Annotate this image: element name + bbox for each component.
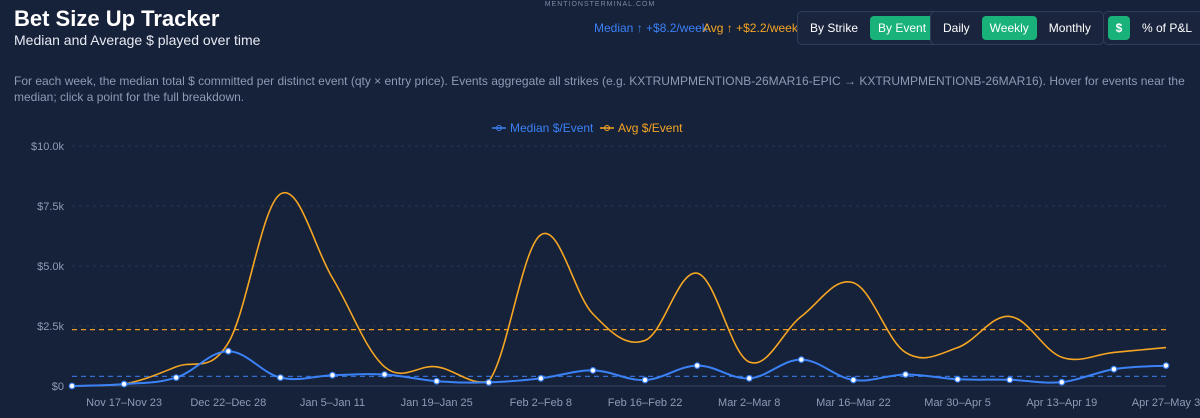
median-data-point[interactable] <box>693 362 701 370</box>
weekly-button[interactable]: Weekly <box>981 16 1037 40</box>
median-data-point[interactable] <box>381 371 388 378</box>
page-title: Bet Size Up Tracker <box>14 6 220 31</box>
y-tick-label: $10.0k <box>31 141 65 153</box>
legend-avg-label[interactable]: Avg $/Event <box>618 121 683 135</box>
median-data-point[interactable] <box>329 371 336 379</box>
legend-median-marker <box>496 125 502 131</box>
by-event-button[interactable]: By Event <box>870 16 935 40</box>
median-data-point[interactable] <box>276 374 284 382</box>
median-data-point[interactable] <box>902 371 909 378</box>
legend-median-label[interactable]: Median $/Event <box>510 121 594 135</box>
pnl-percent-button[interactable]: % of P&L <box>1142 21 1193 35</box>
mode-toggle: $ % of P&L <box>1103 11 1200 45</box>
x-tick-label: Feb 2–Feb 8 <box>510 397 572 409</box>
x-tick-label: Jan 5–Jan 11 <box>300 397 365 409</box>
median-data-point[interactable] <box>1006 376 1014 384</box>
median-data-point[interactable] <box>120 380 128 388</box>
chart-description: For each week, the median total $ commit… <box>14 74 1185 104</box>
median-data-point[interactable] <box>1110 365 1118 373</box>
y-axis-ticks: $0 $2.5k $5.0k $7.5k $10.0k <box>31 141 65 393</box>
x-tick-label: Dec 22–Dec 28 <box>190 397 266 409</box>
x-tick-label: Nov 17–Nov 23 <box>86 397 162 409</box>
x-axis-ticks: Nov 17–Nov 23 Dec 22–Dec 28 Jan 5–Jan 11 Ja… <box>86 397 1200 409</box>
x-tick-label: Mar 2–Mar 8 <box>718 397 780 409</box>
x-tick-label: Mar 16–Mar 22 <box>816 397 891 409</box>
median-data-point[interactable] <box>954 375 962 383</box>
daily-button[interactable]: Daily <box>943 21 970 35</box>
median-data-point[interactable] <box>589 366 597 374</box>
median-data-point[interactable] <box>68 382 76 390</box>
x-tick-label: Jan 19–Jan 25 <box>401 397 473 409</box>
median-data-point[interactable] <box>850 376 857 384</box>
x-tick-label: Apr 27–May 3 <box>1132 397 1200 409</box>
x-tick-label: Feb 16–Feb 22 <box>608 397 683 409</box>
avg-trend: Avg ↑ +$2.2/week <box>703 21 798 35</box>
chart-legend: Median $/Event Avg $/Event <box>492 121 683 135</box>
grouping-toggle: By Strike By Event <box>797 11 940 45</box>
median-data-point[interactable] <box>797 356 805 364</box>
avg-series-line <box>71 191 1167 387</box>
median-data-point[interactable] <box>1162 362 1170 370</box>
period-toggle: Daily Weekly Monthly <box>930 11 1104 45</box>
chart-grid <box>72 145 1166 387</box>
median-data-point[interactable] <box>172 374 180 382</box>
dollar-mode-button[interactable]: $ <box>1108 16 1130 40</box>
median-data-point[interactable] <box>537 374 545 382</box>
median-series-line <box>71 350 1167 387</box>
median-data-point[interactable] <box>1058 378 1066 386</box>
median-data-point[interactable] <box>641 376 649 384</box>
x-tick-label: Mar 30–Apr 5 <box>924 397 991 409</box>
y-tick-label: $7.5k <box>37 201 64 213</box>
line-chart: Median $/Event Avg $/Event $0$2.5k$5.0k$… <box>31 121 1200 409</box>
median-data-point[interactable] <box>433 377 441 385</box>
y-tick-label: $5.0k <box>37 261 64 273</box>
monthly-button[interactable]: Monthly <box>1048 21 1091 35</box>
median-trend: Median ↑ +$8.2/week <box>594 21 708 35</box>
median-data-point[interactable] <box>485 379 493 386</box>
by-strike-button[interactable]: By Strike <box>810 21 859 35</box>
chart-series <box>68 191 1170 390</box>
y-tick-label: $2.5k <box>37 321 64 333</box>
median-data-point[interactable] <box>224 347 232 355</box>
watermark: MENTIONSTERMINAL.COM <box>544 1 656 8</box>
page-subtitle: Median and Average $ played over time <box>14 32 261 48</box>
legend-avg-marker <box>604 125 610 131</box>
x-tick-label: Apr 13–Apr 19 <box>1026 397 1097 409</box>
median-data-point[interactable] <box>745 374 753 382</box>
y-tick-label: $0 <box>52 381 64 393</box>
